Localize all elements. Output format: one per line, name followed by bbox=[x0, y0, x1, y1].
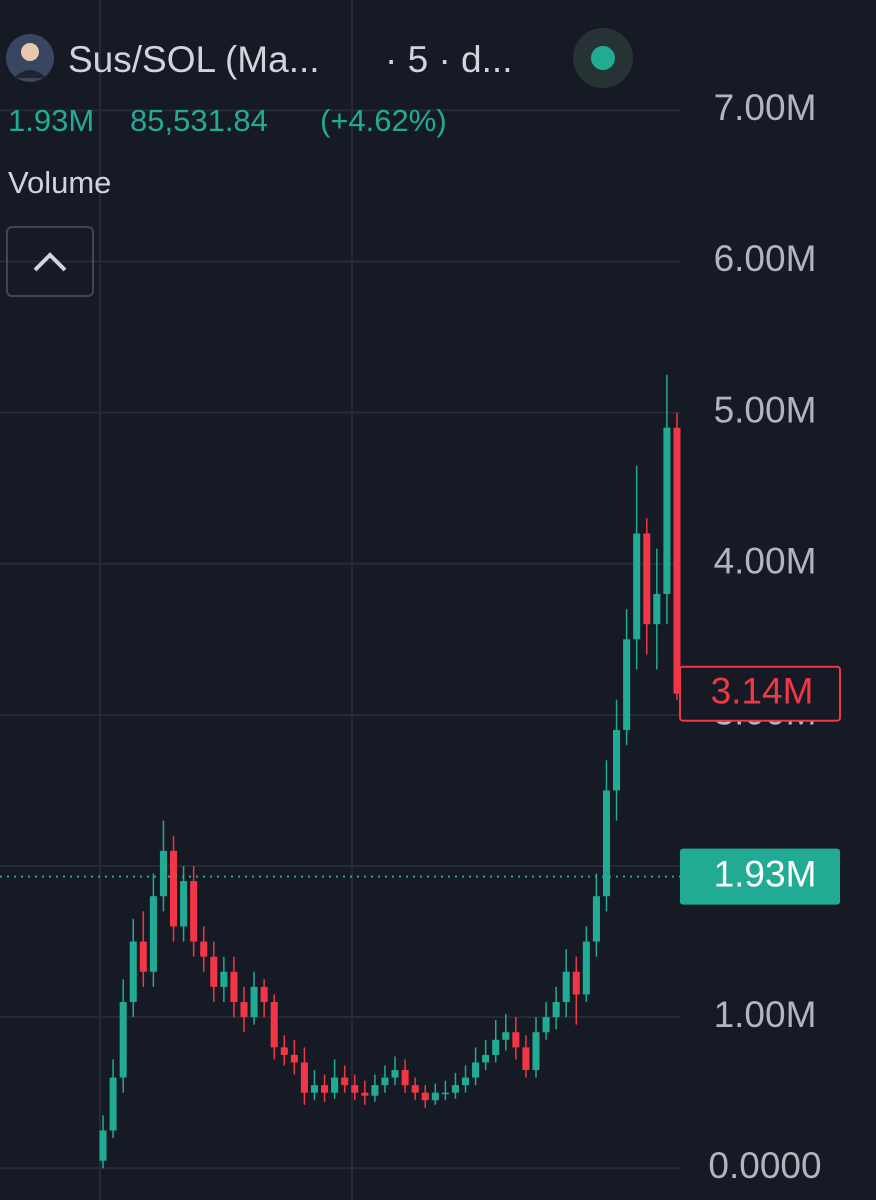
candle-body bbox=[149, 896, 157, 972]
candle-body bbox=[502, 1032, 510, 1040]
candle-body bbox=[602, 790, 611, 897]
collapse-button[interactable] bbox=[6, 226, 94, 297]
candle-body bbox=[562, 971, 570, 1003]
candle-body bbox=[451, 1085, 459, 1093]
price-tag-label: 1.93M bbox=[714, 853, 817, 894]
candle-body bbox=[492, 1039, 500, 1055]
legend-value: (+4.62%) bbox=[320, 103, 447, 138]
candle-body bbox=[200, 941, 208, 957]
candle-body bbox=[270, 1002, 278, 1048]
candle-body bbox=[230, 971, 238, 1003]
candle-body bbox=[663, 427, 671, 594]
candle-body bbox=[673, 427, 681, 694]
candle-body bbox=[210, 956, 218, 987]
candle-body bbox=[321, 1085, 329, 1093]
candle-body bbox=[441, 1092, 449, 1095]
price-tag bbox=[680, 848, 840, 905]
candle-body bbox=[220, 971, 228, 987]
candle-body bbox=[310, 1085, 319, 1093]
symbol-title[interactable]: Sus/SOL (Ma... bbox=[68, 39, 320, 80]
candle-body bbox=[532, 1032, 540, 1071]
indicator-label: Volume bbox=[8, 165, 111, 200]
candle-body bbox=[522, 1047, 530, 1071]
candle-body bbox=[300, 1062, 308, 1093]
candle-body bbox=[472, 1062, 480, 1078]
candle-body bbox=[250, 986, 258, 1018]
candle-body bbox=[260, 986, 268, 1003]
candle-body bbox=[351, 1085, 359, 1093]
candle-body bbox=[461, 1077, 470, 1086]
candle-body bbox=[129, 941, 137, 1003]
candle-body bbox=[482, 1054, 490, 1063]
candle-body bbox=[159, 850, 167, 897]
candle-body bbox=[582, 941, 590, 995]
candle-body bbox=[623, 639, 631, 730]
candle-body bbox=[592, 896, 600, 942]
avatar-body bbox=[14, 70, 46, 78]
legend-value: 1.93M bbox=[8, 103, 94, 138]
candle-body bbox=[421, 1092, 429, 1101]
y-tick-label: 1.00M bbox=[714, 994, 817, 1035]
candle-body bbox=[361, 1092, 369, 1096]
candle-body bbox=[190, 881, 198, 942]
y-tick-label: 7.00M bbox=[714, 87, 817, 128]
candle-body bbox=[290, 1054, 298, 1063]
candle-body bbox=[431, 1092, 439, 1101]
candle-body bbox=[391, 1070, 399, 1078]
candle-body bbox=[633, 533, 641, 640]
candle-body bbox=[99, 1130, 107, 1161]
chevron-icon bbox=[33, 252, 67, 272]
candle-body bbox=[552, 1002, 560, 1018]
labels: 0.00001.00M2.00M3.00M4.00M5.00M6.00M7.00… bbox=[0, 87, 841, 1186]
last-price-label: 3.14M bbox=[711, 670, 814, 711]
candle-body bbox=[411, 1085, 419, 1093]
y-tick-label: 0.0000 bbox=[708, 1145, 821, 1186]
last-price-tag bbox=[679, 665, 841, 722]
y-tick-label: 4.00M bbox=[714, 541, 817, 582]
candle-body bbox=[572, 971, 580, 995]
candle-body bbox=[180, 881, 188, 927]
candles bbox=[99, 374, 681, 1169]
y-tick-label: 5.00M bbox=[714, 389, 817, 430]
candle-body bbox=[381, 1077, 389, 1086]
candle-body bbox=[240, 1002, 248, 1018]
candle-body bbox=[109, 1077, 117, 1131]
candle-body bbox=[169, 850, 178, 927]
candle-body bbox=[119, 1002, 127, 1078]
candle-body bbox=[613, 729, 621, 791]
candle-body bbox=[280, 1047, 288, 1055]
candle-body bbox=[331, 1077, 339, 1093]
candle-body bbox=[643, 533, 651, 625]
candle-body bbox=[341, 1077, 349, 1086]
candle-body bbox=[653, 593, 661, 625]
interval[interactable]: · 5 · d... bbox=[385, 39, 512, 80]
status-dot bbox=[591, 46, 615, 70]
candle-body bbox=[371, 1085, 379, 1096]
grid bbox=[0, 109, 680, 1170]
avatar-face bbox=[21, 43, 39, 61]
legend-value: 85,531.84 bbox=[130, 103, 268, 138]
candle-body bbox=[542, 1017, 550, 1033]
candle-body bbox=[401, 1070, 409, 1086]
candle-body bbox=[512, 1032, 520, 1048]
y-tick-label: 6.00M bbox=[714, 238, 817, 279]
candle-body bbox=[139, 941, 147, 972]
